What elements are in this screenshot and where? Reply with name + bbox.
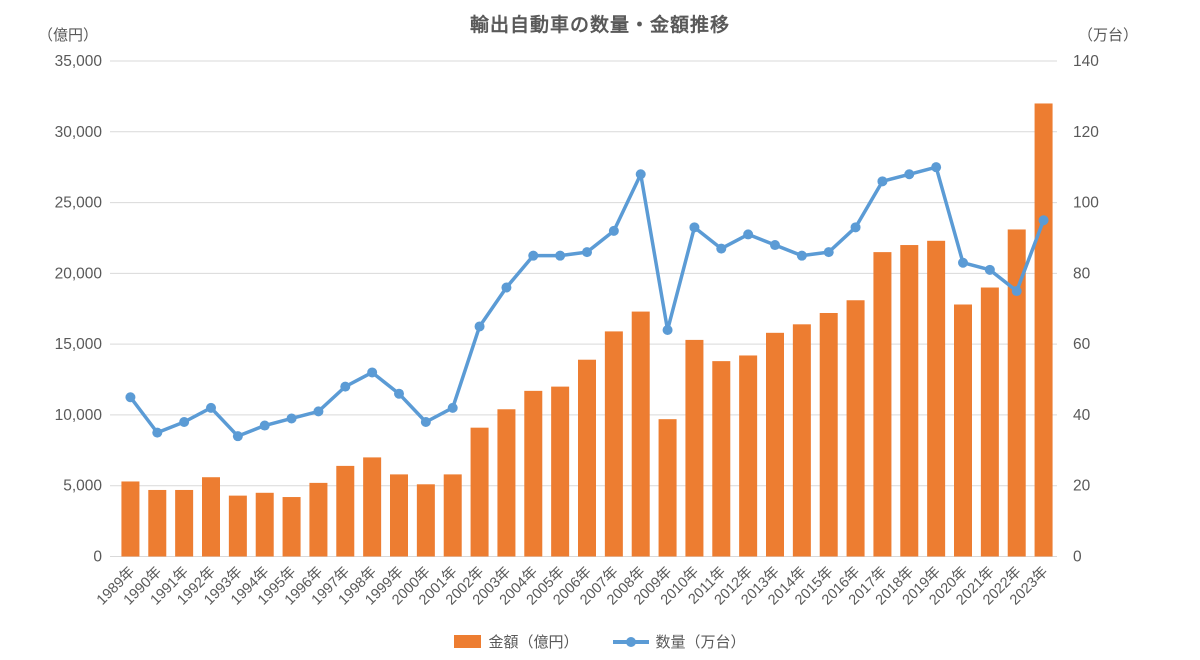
line-point-1992	[206, 402, 216, 413]
line-point-2021	[984, 264, 995, 275]
y-axis-tick-left: 35,000	[55, 53, 103, 70]
left-axis-unit-label: （億円）	[38, 27, 99, 44]
chart-title: 輸出自動車の数量・金額推移	[469, 15, 730, 36]
bar-2001	[443, 474, 462, 557]
line-point-2003	[501, 282, 512, 293]
line-point-2001	[447, 402, 458, 413]
line-point-1994	[259, 420, 270, 431]
bar-series-swatch-icon	[454, 635, 482, 648]
line-point-1997	[340, 381, 351, 392]
y-axis-tick-right: 100	[1073, 195, 1099, 212]
y-axis-tick-left: 0	[93, 549, 102, 566]
bar-2003	[497, 409, 516, 557]
line-point-1999	[394, 388, 404, 399]
y-axis-tick-right: 0	[1073, 549, 1082, 566]
bar-2014	[792, 324, 811, 557]
bar-2023	[1034, 103, 1053, 557]
bar-2011	[712, 361, 731, 557]
line-point-2018	[904, 169, 915, 180]
y-axis-tick-right: 140	[1073, 53, 1099, 70]
bar-1996	[309, 482, 328, 557]
bar-2005	[551, 386, 570, 557]
y-axis-tick-left: 5,000	[63, 478, 102, 495]
bar-1992	[202, 477, 220, 557]
bar-2006	[578, 359, 596, 557]
line-point-2009	[662, 324, 673, 335]
y-axis-tick-right: 80	[1073, 265, 1091, 282]
bar-2012	[739, 355, 758, 557]
bar-1994	[255, 492, 274, 557]
line-point-2010	[689, 222, 700, 233]
bar-2002	[470, 427, 489, 557]
chart-legend: 金額（億円） 数量（万台）	[0, 631, 1200, 652]
bar-2007	[604, 331, 623, 557]
bar-2000	[416, 484, 435, 557]
line-point-2013	[770, 240, 780, 251]
y-axis-tick-right: 60	[1073, 336, 1091, 353]
y-axis-tick-right: 40	[1073, 407, 1091, 424]
bar-1999	[390, 474, 408, 557]
line-point-1995	[286, 413, 297, 424]
y-axis-tick-left: 10,000	[55, 407, 103, 424]
line-point-2005	[555, 250, 566, 261]
right-axis-unit-label: （万台）	[1077, 27, 1138, 44]
legend-label-amount: 金額（億円）	[488, 634, 579, 651]
line-point-1989	[125, 392, 136, 403]
line-point-2023	[1038, 215, 1049, 226]
line-series-swatch-icon	[612, 635, 649, 648]
line-point-2002	[474, 321, 485, 332]
y-axis-tick-right: 120	[1073, 124, 1099, 141]
line-point-2012	[743, 229, 754, 240]
bar-2020	[954, 304, 972, 557]
line-point-2008	[635, 169, 646, 180]
bar-2010	[685, 339, 704, 557]
bar-1993	[228, 495, 247, 557]
y-axis-tick-left: 20,000	[55, 265, 103, 282]
y-axis-tick-left: 15,000	[55, 336, 103, 353]
line-point-1991	[179, 417, 190, 428]
y-axis-tick-left: 25,000	[55, 195, 103, 212]
line-point-2007	[608, 225, 619, 236]
bar-1997	[336, 465, 355, 557]
line-point-1998	[367, 367, 378, 378]
bar-2004	[524, 390, 543, 557]
bar-2017	[873, 252, 892, 557]
bar-2022	[1007, 229, 1026, 557]
bar-1998	[363, 457, 382, 557]
line-point-2020	[958, 257, 968, 268]
line-point-2019	[931, 162, 942, 173]
line-point-1990	[152, 427, 163, 438]
bar-2008	[631, 311, 650, 557]
bar-2016	[846, 300, 865, 557]
line-point-2022	[1011, 286, 1022, 297]
line-point-2011	[716, 243, 727, 254]
line-point-2014	[796, 250, 807, 261]
bar-1995	[282, 497, 301, 557]
legend-item-amount: 金額（億円）	[454, 631, 579, 652]
y-axis-tick-right: 20	[1073, 478, 1091, 495]
y-axis-tick-left: 30,000	[55, 124, 103, 141]
bar-1989	[121, 481, 140, 557]
bar-2021	[980, 287, 999, 557]
line-point-1996	[313, 406, 324, 417]
line-point-2006	[582, 247, 592, 258]
line-point-2000	[420, 417, 431, 428]
line-point-2015	[823, 247, 834, 258]
bar-2018	[900, 245, 919, 557]
line-point-1993	[232, 431, 243, 442]
line-point-2004	[528, 250, 539, 261]
line-point-2017	[877, 176, 888, 187]
bar-2009	[658, 419, 677, 557]
legend-label-quantity: 数量（万台）	[655, 634, 746, 651]
bar-1991	[175, 489, 194, 557]
bar-1990	[148, 489, 167, 557]
bar-2019	[927, 240, 946, 557]
bar-2013	[766, 332, 784, 557]
line-point-2016	[850, 222, 861, 233]
bar-2015	[819, 312, 838, 557]
legend-item-quantity: 数量（万台）	[612, 631, 746, 652]
